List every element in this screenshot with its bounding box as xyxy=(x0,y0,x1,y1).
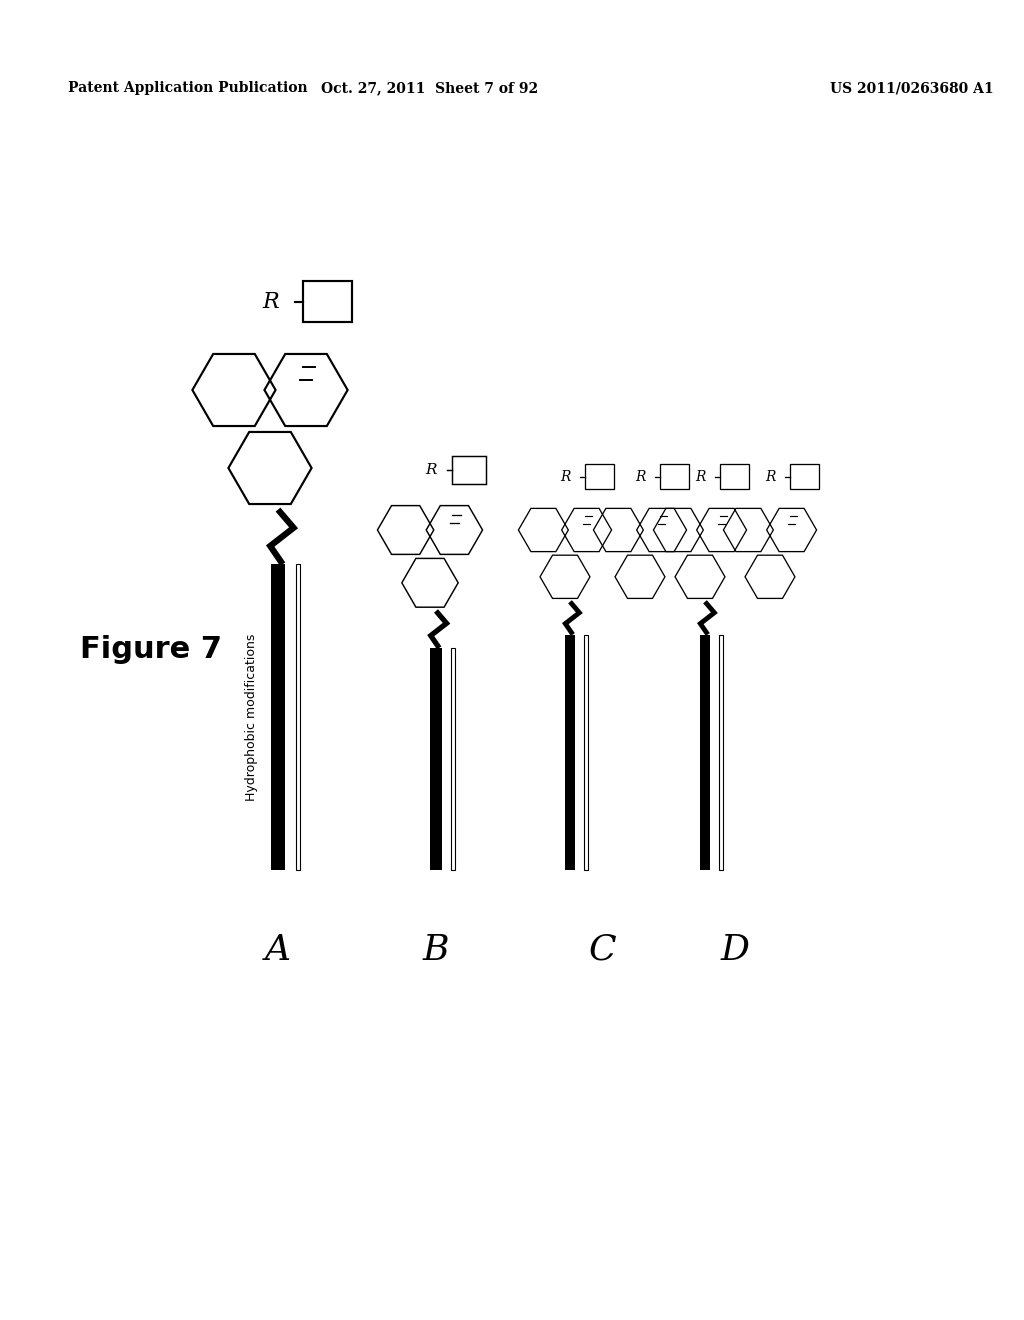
Bar xyxy=(699,635,711,870)
Text: Hydrophobic modifications: Hydrophobic modifications xyxy=(246,634,258,801)
Text: Figure 7: Figure 7 xyxy=(80,635,222,664)
Bar xyxy=(452,648,455,870)
Text: R: R xyxy=(635,470,646,484)
Bar xyxy=(453,457,485,484)
Bar xyxy=(430,648,441,870)
Text: B: B xyxy=(423,933,450,968)
Text: D: D xyxy=(721,933,750,968)
Text: R: R xyxy=(560,470,570,484)
Bar xyxy=(790,465,819,490)
Bar xyxy=(720,635,723,870)
Bar xyxy=(585,465,614,490)
Bar xyxy=(720,465,750,490)
Bar xyxy=(564,635,575,870)
Bar xyxy=(271,564,285,870)
Bar xyxy=(303,281,352,322)
Text: Oct. 27, 2011  Sheet 7 of 92: Oct. 27, 2011 Sheet 7 of 92 xyxy=(322,81,539,95)
Text: R: R xyxy=(695,470,706,484)
Bar xyxy=(296,564,300,870)
Text: R: R xyxy=(425,463,436,477)
Text: R: R xyxy=(765,470,776,484)
Text: C: C xyxy=(589,933,616,968)
Bar xyxy=(659,465,689,490)
Text: US 2011/0263680 A1: US 2011/0263680 A1 xyxy=(830,81,993,95)
Text: Patent Application Publication: Patent Application Publication xyxy=(68,81,307,95)
Text: A: A xyxy=(265,933,291,968)
Text: R: R xyxy=(263,290,280,313)
Bar xyxy=(585,635,588,870)
